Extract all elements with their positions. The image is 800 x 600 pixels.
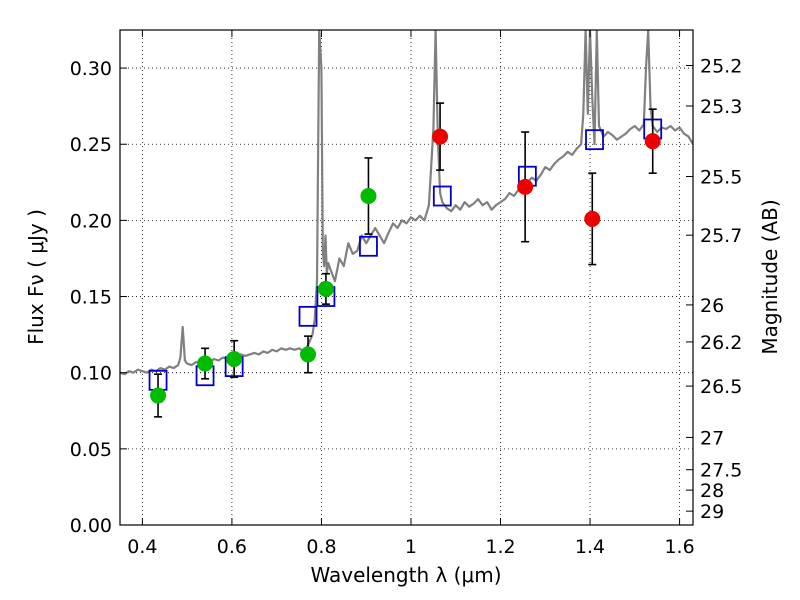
- magnitude-tick-label: 25.2: [700, 55, 742, 77]
- marker-layer: [148, 102, 663, 418]
- magnitude-tick-label: 26.2: [700, 332, 742, 354]
- observed-optical-point: [150, 387, 167, 404]
- y-tick-label: 0.20: [70, 210, 112, 232]
- y-tick-label: 0.30: [70, 58, 112, 80]
- model-photometry-marker: [585, 129, 604, 151]
- y-axis-label: Flux Fν ( μJy ): [24, 209, 48, 345]
- grid: [120, 30, 693, 526]
- spectrum-line: [120, 30, 693, 376]
- model-photometry-marker: [359, 235, 378, 257]
- x-tick-label: 1: [405, 536, 417, 558]
- magnitude-tick-label: 27.5: [700, 460, 742, 482]
- axis-ticks: 0.4 0.6 0.8 1 1.2 1.4 1.6 0.00 0.05 0.10 0.15 0.20 0…: [70, 30, 742, 558]
- magnitude-tick-label: 25.3: [700, 96, 742, 118]
- plot-frame: [119, 29, 694, 526]
- x-tick-label: 1.6: [664, 536, 694, 558]
- magnitude-tick-label: 25.5: [700, 167, 742, 189]
- x-axis-label: Wavelength λ (μm): [310, 563, 501, 587]
- magnitude-tick-label: 26.5: [700, 376, 742, 398]
- model-photometry-marker: [298, 305, 318, 327]
- y-tick-label: 0.25: [70, 134, 112, 156]
- observed-nir-point: [644, 133, 661, 150]
- observed-nir-point: [432, 128, 449, 145]
- observed-optical-point: [197, 355, 214, 372]
- y-tick-label: 0.10: [70, 363, 112, 385]
- magnitude-tick-label: 27: [700, 427, 724, 449]
- y-tick-label: 0.00: [70, 515, 112, 537]
- y-tick-label: 0.05: [70, 439, 112, 461]
- observed-nir-point: [584, 210, 601, 227]
- x-tick-label: 1.2: [485, 536, 515, 558]
- magnitude-tick-label: 25.7: [700, 225, 742, 247]
- x-tick-label: 0.6: [217, 536, 247, 558]
- observed-optical-point: [300, 346, 317, 363]
- x-tick-label: 1.4: [575, 536, 605, 558]
- spectrum-layer: [120, 30, 693, 376]
- magnitude-tick-label: 29: [700, 501, 724, 523]
- x-tick-label: 0.4: [127, 536, 157, 558]
- model-photometry-marker: [432, 185, 452, 207]
- observed-optical-point: [317, 280, 334, 297]
- observed-nir-point: [517, 178, 534, 195]
- x-tick-label: 0.8: [306, 536, 336, 558]
- magnitude-axis-label: Magnitude (AB): [758, 199, 782, 354]
- y-tick-label: 0.15: [70, 287, 112, 309]
- magnitude-tick-label: 28: [700, 480, 724, 502]
- observed-optical-point: [226, 350, 243, 367]
- observed-optical-point: [360, 188, 377, 205]
- magnitude-tick-label: 26: [700, 295, 724, 317]
